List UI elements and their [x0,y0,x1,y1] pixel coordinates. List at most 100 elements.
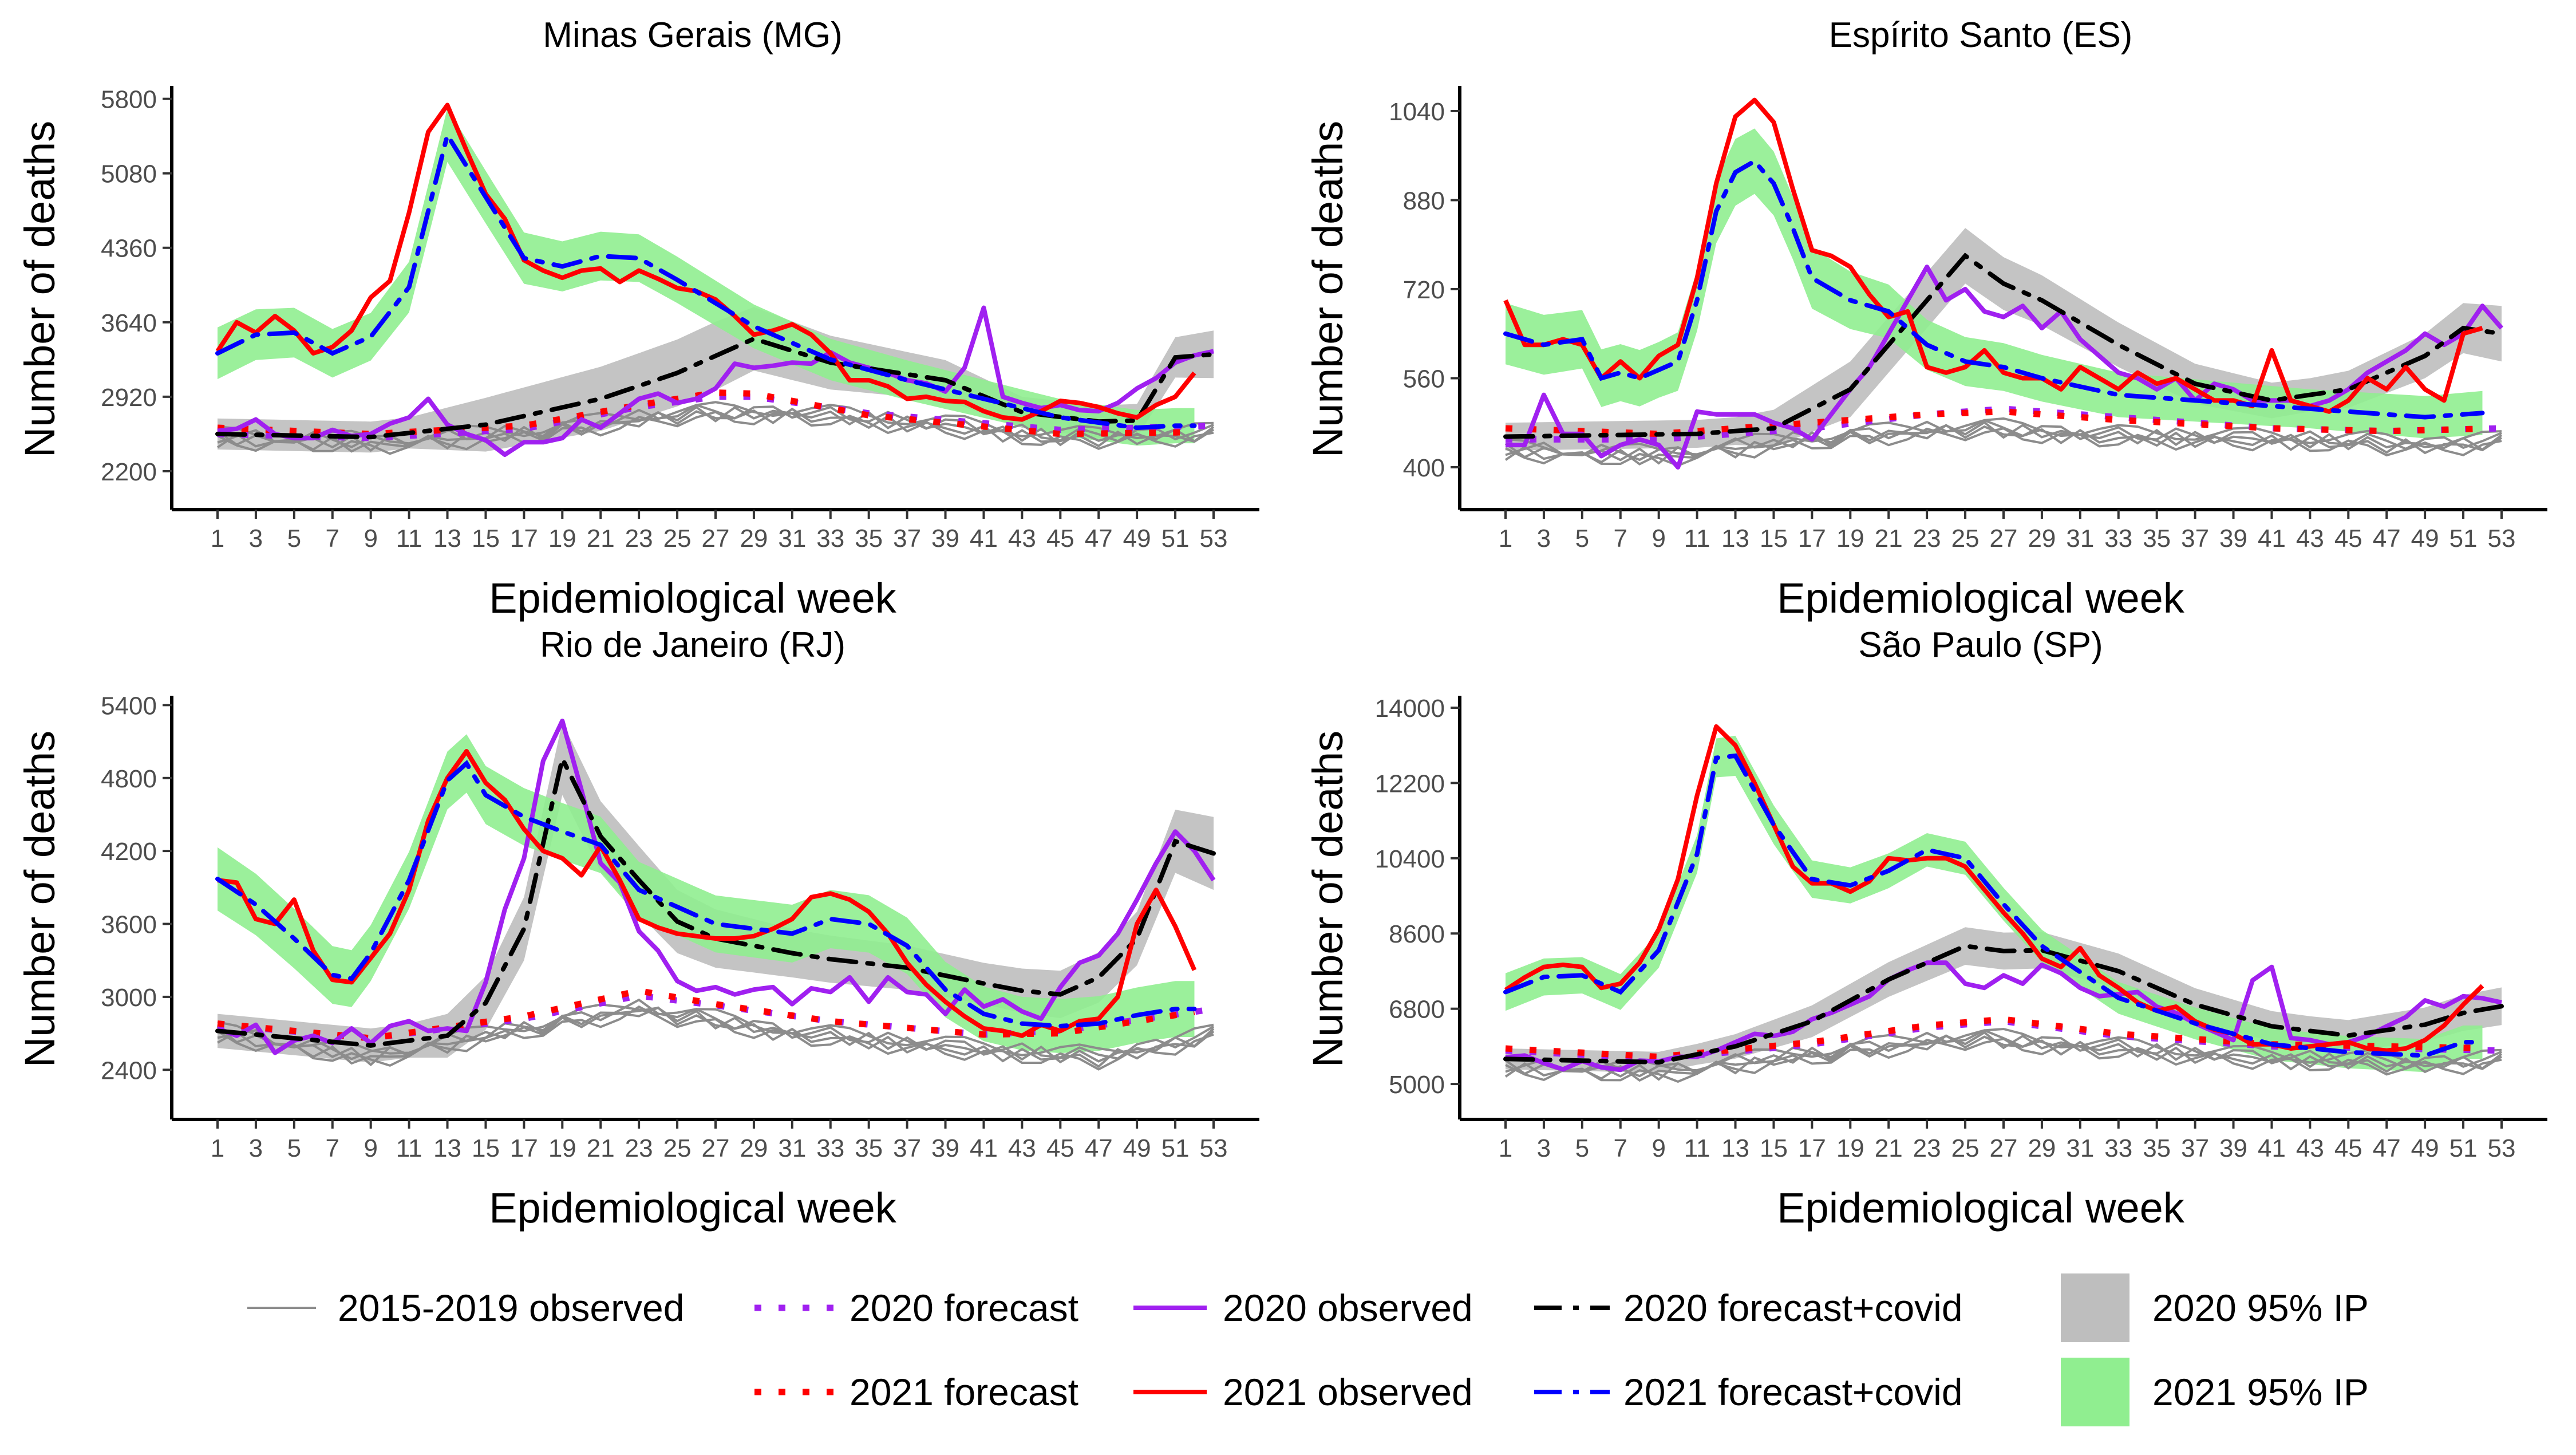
series-hist-2016 [1504,424,2503,466]
legend-label-fc2021: 2021 forecast [850,1371,1078,1413]
x-tick-label: 7 [326,1134,339,1162]
x-tick-label: 23 [1913,1134,1941,1162]
y-tick-label: 8600 [1389,920,1445,948]
series-hist-2019 [1505,1027,2502,1073]
x-tick-label: 17 [510,525,538,553]
series-band2020 [218,307,1214,453]
x-tick-label: 21 [587,1134,615,1162]
y-tick-label: 400 [1403,454,1445,482]
x-axis-label: Epidemiological week [489,574,897,622]
legend: 2015-2019 observed 2020 forecast 2020 ob… [247,1273,2369,1426]
panel-4: São Paulo (SP) Number of deaths Epidemiolo… [1304,625,2547,1232]
x-tick-label: 27 [702,525,730,553]
x-tick-label: 23 [1913,525,1941,553]
x-tick-label: 49 [1123,525,1151,553]
x-tick-label: 29 [2028,1134,2056,1162]
x-tick-label: 51 [2449,525,2478,553]
y-tick-label: 720 [1403,276,1445,304]
x-tick-label: 29 [740,525,768,553]
x-tick-label: 13 [433,1134,461,1162]
y-tick-label: 4200 [101,838,157,866]
x-tick-label: 23 [625,525,653,553]
x-tick-label: 9 [364,525,377,553]
x-tick-label: 21 [1875,525,1903,553]
x-tick-label: 51 [1161,525,1190,553]
x-tick-label: 23 [625,1134,653,1162]
legend-label-obs2021: 2021 observed [1223,1371,1473,1413]
x-tick-label: 41 [970,525,998,553]
series-fcc2020 [1503,943,2504,1065]
x-tick-label: 19 [1836,525,1864,553]
panel-2: Espírito Santo (ES) Number of deaths Epide… [1304,15,2547,622]
x-tick-label: 15 [472,525,500,553]
series-band2021 [218,108,1195,446]
x-tick-label: 21 [1875,1134,1903,1162]
x-tick-label: 43 [2296,1134,2324,1162]
series-hist-2018 [1505,1029,2502,1078]
x-tick-label: 43 [1008,1134,1036,1162]
x-tick-label: 13 [433,525,461,553]
y-tick-label: 5080 [101,160,157,188]
x-tick-label: 47 [1085,525,1113,553]
x-tick-label: 3 [249,525,263,553]
x-tick-label: 47 [2373,525,2401,553]
legend-label-hist: 2015-2019 observed [338,1287,684,1329]
x-tick-label: 9 [1652,525,1665,553]
x-tick-label: 49 [1123,1134,1151,1162]
series-hist-2019 [1505,417,2502,456]
x-tick-label: 11 [396,1134,422,1162]
x-tick-label: 13 [1721,525,1749,553]
y-axis-label: Number of deaths [16,731,64,1067]
x-tick-label: 53 [1200,525,1228,553]
x-tick-label: 27 [1990,525,2018,553]
x-tick-label: 35 [855,525,883,553]
x-tick-label: 7 [1614,525,1627,553]
series-fcc2021 [215,760,1197,1028]
x-tick-label: 25 [663,525,692,553]
x-tick-label: 47 [1085,1134,1113,1162]
panel-title: São Paulo (SP) [1858,625,2103,665]
y-tick-label: 2200 [101,458,157,486]
legend-label-obs2020: 2020 observed [1223,1287,1473,1329]
y-tick-label: 10400 [1375,845,1445,873]
series-obs2020 [216,719,1216,1055]
y-tick-label: 14000 [1375,695,1445,723]
x-tick-label: 11 [396,525,422,553]
legend-key-band2020 [2061,1273,2129,1342]
y-tick-label: 6800 [1389,996,1445,1024]
x-tick-label: 45 [2334,525,2362,553]
x-tick-label: 31 [2066,1134,2094,1162]
x-tick-label: 29 [740,1134,768,1162]
legend-key-band2021 [2061,1358,2129,1426]
y-tick-label: 5400 [101,692,157,720]
series-fcc2021 [1503,753,2485,1058]
x-tick-label: 19 [548,1134,576,1162]
panel-title: Rio de Janeiro (RJ) [540,625,846,665]
x-tick-label: 51 [2449,1134,2478,1162]
series-hist-2019 [217,401,1214,445]
x-tick-label: 5 [287,1134,301,1162]
x-tick-label: 49 [2411,1134,2439,1162]
x-axis-label: Epidemiological week [489,1184,897,1232]
series-hist-2018 [217,998,1215,1060]
x-tick-label: 3 [1537,525,1551,553]
x-tick-label: 45 [1046,525,1074,553]
series-hist-2016 [217,1006,1215,1068]
x-tick-label: 35 [2143,1134,2171,1162]
x-tick-label: 17 [1798,1134,1826,1162]
series-obs2021 [215,102,1196,422]
legend-label-band2020: 2020 95% IP [2152,1287,2369,1329]
x-tick-label: 39 [931,525,959,553]
series-hist-2019 [217,1003,1214,1056]
series-band2021 [218,734,1195,1054]
x-tick-label: 41 [2258,1134,2286,1162]
x-tick-label: 9 [364,1134,377,1162]
x-tick-label: 27 [1990,1134,2018,1162]
series-hist-2016 [1504,1034,2503,1082]
x-tick-label: 33 [2104,1134,2132,1162]
y-tick-label: 2920 [101,384,157,412]
legend-label-band2021: 2021 95% IP [2152,1371,2369,1413]
x-tick-label: 11 [1684,525,1710,553]
y-tick-label: 5800 [101,86,157,114]
